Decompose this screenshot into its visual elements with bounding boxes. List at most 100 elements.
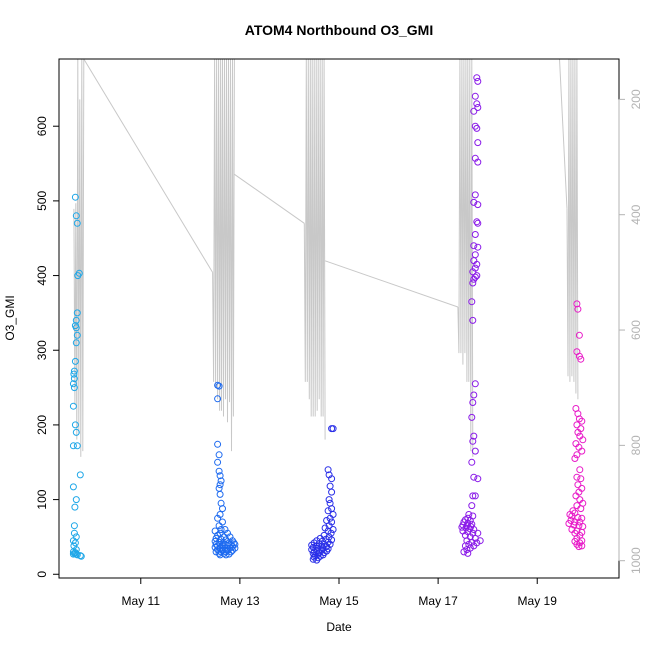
- data-point: [77, 552, 85, 560]
- data-point: [216, 481, 224, 489]
- data-point: [72, 339, 80, 347]
- data-point: [578, 417, 586, 425]
- data-point: [324, 466, 332, 474]
- data-point: [578, 514, 586, 522]
- pressure-segment: [457, 58, 474, 457]
- y-tick-label: 300: [35, 340, 49, 360]
- data-point: [73, 551, 81, 559]
- data-point: [474, 219, 482, 227]
- data-point: [471, 447, 479, 455]
- x-tick-label: May 15: [319, 594, 359, 608]
- data-point: [325, 522, 333, 530]
- data-point: [460, 548, 468, 556]
- data-point: [574, 305, 582, 313]
- data-point: [215, 451, 223, 459]
- data-point: [473, 74, 481, 82]
- data-point: [69, 537, 77, 545]
- data-point: [222, 551, 230, 559]
- data-point: [329, 425, 337, 433]
- data-point: [229, 546, 236, 554]
- x-tick-label: May 11: [122, 594, 161, 608]
- data-point: [329, 526, 337, 533]
- data-point: [577, 475, 585, 483]
- x-axis: May 11 May 13 May 15 May 17 May 19: [122, 577, 557, 608]
- data-point: [468, 413, 476, 421]
- data-point: [326, 482, 334, 490]
- data-point: [71, 193, 79, 201]
- chart-title: ATOM4 Northbound O3_GMI: [245, 22, 433, 38]
- y-tick-label: 100: [35, 489, 49, 509]
- data-point: [470, 542, 478, 550]
- pressure-segment: [83, 58, 214, 273]
- data-points: [69, 74, 587, 564]
- y-tick-label: 500: [35, 191, 49, 211]
- data-point: [71, 503, 79, 511]
- data-point: [324, 538, 332, 546]
- data-point: [217, 477, 225, 485]
- y2-tick-label: 1000: [629, 547, 643, 574]
- data-point: [469, 492, 477, 500]
- data-point: [470, 242, 478, 250]
- data-point: [474, 158, 482, 166]
- pressure-segment: [566, 58, 579, 400]
- data-point: [227, 548, 235, 556]
- data-point: [471, 231, 479, 238]
- y-tick-label: 600: [35, 116, 49, 136]
- data-point: [574, 481, 582, 489]
- data-point: [470, 526, 478, 533]
- x-tick-label: May 17: [418, 594, 458, 608]
- data-point: [328, 536, 336, 544]
- y-tick-label: 200: [35, 415, 49, 435]
- data-point: [70, 522, 78, 530]
- data-point: [579, 436, 587, 444]
- data-point: [571, 455, 579, 462]
- data-point: [220, 549, 228, 557]
- data-point: [326, 514, 334, 522]
- data-point: [325, 496, 333, 504]
- data-point: [575, 543, 583, 551]
- data-point: [474, 77, 482, 85]
- data-point: [474, 243, 482, 251]
- x-axis-label: Date: [326, 620, 352, 634]
- data-point: [576, 466, 584, 474]
- data-point: [328, 475, 336, 483]
- data-point: [215, 382, 223, 390]
- data-point: [69, 483, 77, 491]
- data-point: [470, 275, 478, 283]
- data-point: [471, 251, 479, 259]
- data-point: [471, 191, 479, 199]
- data-point: [73, 219, 81, 227]
- pressure-segment: [73, 58, 85, 457]
- data-point: [72, 212, 80, 220]
- data-point: [69, 402, 77, 410]
- data-point: [215, 484, 223, 492]
- pressure-segment: [559, 58, 568, 209]
- data-point: [474, 139, 482, 147]
- data-point: [70, 370, 78, 378]
- data-point: [72, 496, 80, 504]
- data-point: [214, 458, 222, 466]
- data-point: [327, 529, 335, 537]
- data-point: [69, 550, 77, 558]
- data-point: [310, 548, 318, 556]
- data-point: [469, 316, 477, 324]
- y2-axis: 200 400 600 800 1000: [618, 89, 643, 574]
- data-point: [578, 447, 586, 455]
- data-point: [219, 518, 226, 526]
- data-point: [215, 549, 223, 557]
- pressure-segment: [212, 58, 235, 452]
- data-point: [469, 279, 477, 287]
- data-point: [70, 375, 78, 383]
- data-point: [309, 555, 317, 563]
- data-point: [470, 198, 478, 206]
- data-point: [70, 384, 78, 392]
- data-point: [73, 331, 81, 339]
- y2-tick-label: 200: [629, 89, 643, 109]
- data-point: [573, 421, 581, 429]
- x-tick-label: May 13: [220, 594, 260, 608]
- data-point: [231, 540, 239, 548]
- data-point: [74, 272, 82, 280]
- data-point: [468, 502, 476, 510]
- data-point: [231, 544, 239, 552]
